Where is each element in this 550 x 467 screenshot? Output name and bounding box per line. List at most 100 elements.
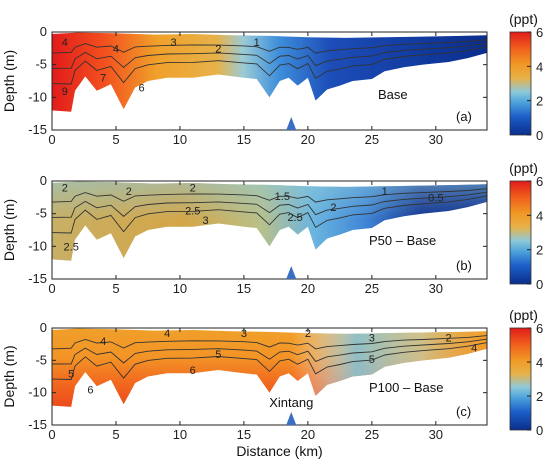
contour-label: 3 (170, 37, 176, 49)
colorbar-tick-label: 0 (536, 277, 543, 292)
x-tick-label: 25 (365, 281, 379, 296)
panel-c-contour-labels: 4 4 3 2 3 2 4 5 6 5 5 6 (68, 328, 477, 396)
x-tick-label: 30 (429, 427, 443, 442)
panel-a-location-marker (286, 117, 297, 130)
contour-label: 3 (241, 328, 247, 340)
contour-label: 5 (369, 354, 375, 366)
y-tick-label: -15 (28, 122, 47, 137)
contour-label: 6 (87, 384, 93, 396)
colorbar-tick-label: 0 (536, 128, 543, 143)
panel-c-x-ticks: 0 5 10 15 20 25 30 (48, 328, 443, 442)
panel-b-annotation: P50 – Base (369, 233, 436, 248)
x-tick-label: 15 (237, 132, 251, 147)
x-tick-label: 5 (112, 427, 119, 442)
panel-b-y-ticks: 0 -5 -10 -15 (28, 173, 487, 286)
contour-line (51, 195, 488, 234)
panel-c-marker-label: Xintang (269, 395, 313, 410)
colorbar-tick-label: 2 (536, 94, 543, 109)
panel-b-location-marker (286, 266, 297, 279)
contour-label: 2 (446, 333, 452, 345)
x-tick-label: 25 (365, 427, 379, 442)
y-tick-label: -5 (35, 352, 47, 367)
contour-label: 6 (138, 83, 144, 95)
contour-label: 1 (382, 186, 388, 198)
contour-label: 4 (471, 342, 477, 354)
panel-b-letter: (b) (456, 258, 472, 273)
panel-c-location-marker (286, 412, 297, 425)
panel-c-annotation: P100 – Base (369, 380, 443, 395)
x-tick-label: 25 (365, 132, 379, 147)
contour-line (51, 338, 488, 365)
contour-line (51, 188, 488, 203)
panel-a-annotation: Base (378, 87, 408, 102)
contour-label: 2 (330, 202, 336, 214)
panel-c-letter: (c) (456, 404, 471, 419)
panel-c-y-ticks: 0 -5 -10 -15 (28, 320, 487, 432)
contour-label: 3 (369, 333, 375, 345)
panel-a-letter: (a) (456, 109, 472, 124)
contour-line (51, 342, 488, 380)
contour-label: 4 (113, 43, 119, 55)
y-tick-label: -10 (28, 89, 47, 104)
y-tick-label: 0 (40, 320, 47, 335)
contour-label: 4 (100, 336, 106, 348)
colorbar-tick-label: 2 (536, 389, 543, 404)
colorbar-tick-label: 4 (536, 355, 543, 370)
x-tick-label: 0 (48, 427, 55, 442)
colorbar-tick-label: 2 (536, 243, 543, 258)
contour-label: 4 (164, 328, 170, 340)
y-tick-label: -5 (35, 206, 47, 221)
panel-b-frame (51, 180, 488, 280)
x-tick-label: 15 (237, 281, 251, 296)
colorbar-scale (509, 31, 532, 136)
y-tick-label: 0 (40, 24, 47, 39)
contour-label: 2 (215, 43, 221, 55)
contour-label: 0.5 (428, 192, 443, 204)
x-tick-label: 0 (48, 132, 55, 147)
x-tick-label: 20 (301, 132, 315, 147)
colorbar-unit: (ppt) (509, 11, 538, 27)
panel-b-ylabel: Depth (m) (1, 199, 17, 261)
x-tick-label: 10 (173, 427, 187, 442)
panel-c-contour-lines (51, 335, 488, 380)
contour-label: 3 (202, 215, 208, 227)
contour-line (51, 191, 488, 218)
contour-label: 9 (62, 86, 68, 98)
panel-a-ylabel: Depth (m) (1, 50, 17, 112)
x-tick-label: 30 (429, 281, 443, 296)
contour-label: 2.5 (185, 205, 200, 217)
panel-b-surface-shading (52, 181, 487, 261)
contour-line (51, 42, 488, 69)
contour-label: 6 (190, 365, 196, 377)
y-tick-label: -5 (35, 57, 47, 72)
x-tick-label: 10 (173, 132, 187, 147)
panel-a-x-ticks: 0 5 10 15 20 25 30 (48, 32, 443, 147)
contour-line (51, 46, 488, 85)
contour-line (51, 39, 488, 54)
x-tick-label: 5 (112, 132, 119, 147)
contour-label: 1 (254, 37, 260, 49)
colorbar-scale (509, 180, 532, 285)
panel-b-x-ticks: 0 5 10 15 20 25 30 (48, 181, 443, 296)
x-tick-label: 5 (112, 281, 119, 296)
panel-c-ylabel: Depth (m) (1, 345, 17, 407)
panel-c-colorbar: 6 4 2 0 (ppt) (509, 307, 543, 438)
contour-label: 5 (68, 368, 74, 380)
y-tick-label: -10 (28, 385, 47, 400)
panel-c-xlabel: Distance (km) (236, 443, 322, 459)
colorbar-unit: (ppt) (509, 160, 538, 176)
panel-b-contour-lines (51, 188, 488, 234)
x-tick-label: 10 (173, 281, 187, 296)
panel-c-frame (51, 327, 488, 426)
colorbar-tick-label: 6 (536, 25, 543, 40)
contour-label: 5 (215, 349, 221, 361)
x-tick-label: 15 (237, 427, 251, 442)
x-tick-label: 30 (429, 132, 443, 147)
contour-label: 7 (100, 73, 106, 85)
colorbar-tick-label: 0 (536, 423, 543, 438)
